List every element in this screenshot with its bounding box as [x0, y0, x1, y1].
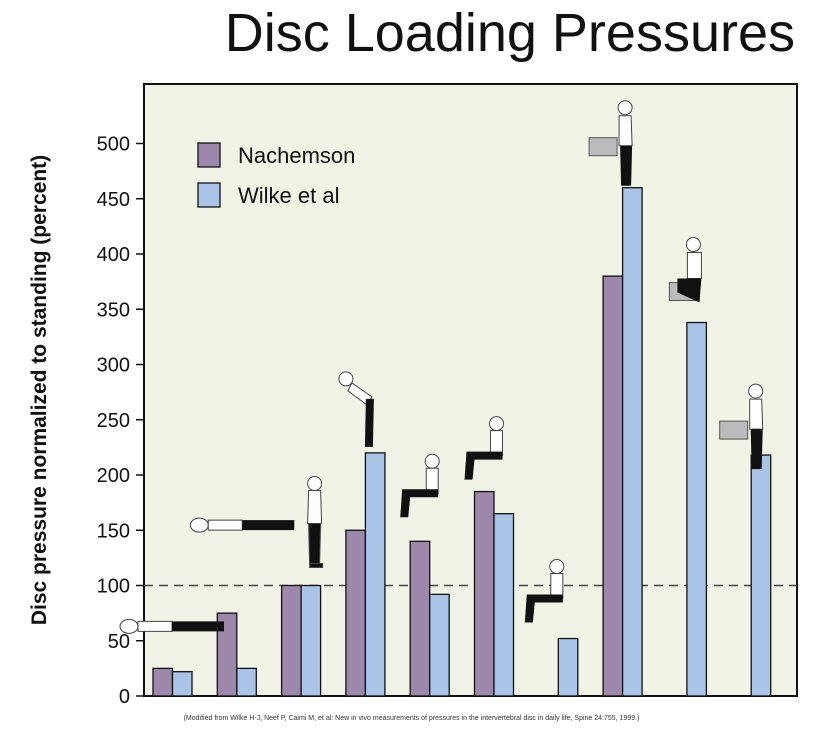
bar-nachemson-6 — [473, 490, 495, 697]
bar-wilke-3 — [300, 584, 322, 697]
bar-nachemson-2 — [216, 612, 238, 697]
bar-wilke-4 — [364, 452, 386, 697]
posture-figure-1 — [119, 618, 224, 634]
y-tick-label: 150 — [97, 520, 130, 542]
chart-title: Disc Loading Pressures — [224, 3, 795, 63]
bar-wilke-1 — [171, 671, 193, 697]
y-tick-label: 500 — [97, 134, 130, 156]
citation-caption: (Modified from Wilke H-J, Neef P, Caimi … — [183, 715, 640, 722]
posture-figure-8 — [588, 100, 633, 186]
bar-nachemson-3 — [280, 584, 302, 697]
bar-nachemson-8 — [602, 275, 624, 697]
bar-nachemson-5 — [409, 540, 431, 697]
posture-figure-9 — [668, 237, 702, 303]
bar-wilke-2 — [236, 667, 257, 697]
legend-label-wilke: Wilke et al — [238, 183, 339, 208]
posture-figure-5 — [400, 453, 440, 518]
legend-swatch-wilke — [197, 182, 221, 208]
bar-wilke-6 — [493, 513, 515, 697]
bar-wilke-9 — [686, 321, 708, 697]
posture-figure-6 — [464, 416, 504, 480]
y-tick-label: 50 — [108, 631, 130, 653]
y-tick-label: 200 — [97, 465, 130, 487]
bar-nachemson-4 — [345, 529, 367, 697]
y-tick-label: 450 — [97, 189, 130, 211]
bar-wilke-10 — [750, 454, 772, 697]
bar-nachemson-1 — [152, 667, 174, 697]
y-tick-label: 250 — [97, 410, 130, 432]
posture-figure-4 — [338, 371, 374, 447]
bar-wilke-5 — [429, 593, 450, 697]
y-tick-label: 0 — [119, 686, 130, 708]
y-tick-label: 100 — [97, 576, 130, 598]
legend-swatch-nachemson — [197, 142, 221, 168]
posture-figure-7 — [524, 559, 565, 623]
y-tick-label: 300 — [97, 355, 130, 377]
bar-wilke-8 — [621, 187, 643, 697]
y-tick-label: 350 — [97, 299, 130, 321]
legend-label-nachemson: Nachemson — [238, 143, 355, 168]
bar-wilke-7 — [557, 637, 579, 697]
posture-figure-10 — [719, 383, 764, 470]
y-tick-label: 400 — [97, 244, 130, 266]
posture-figure-2 — [189, 517, 295, 533]
